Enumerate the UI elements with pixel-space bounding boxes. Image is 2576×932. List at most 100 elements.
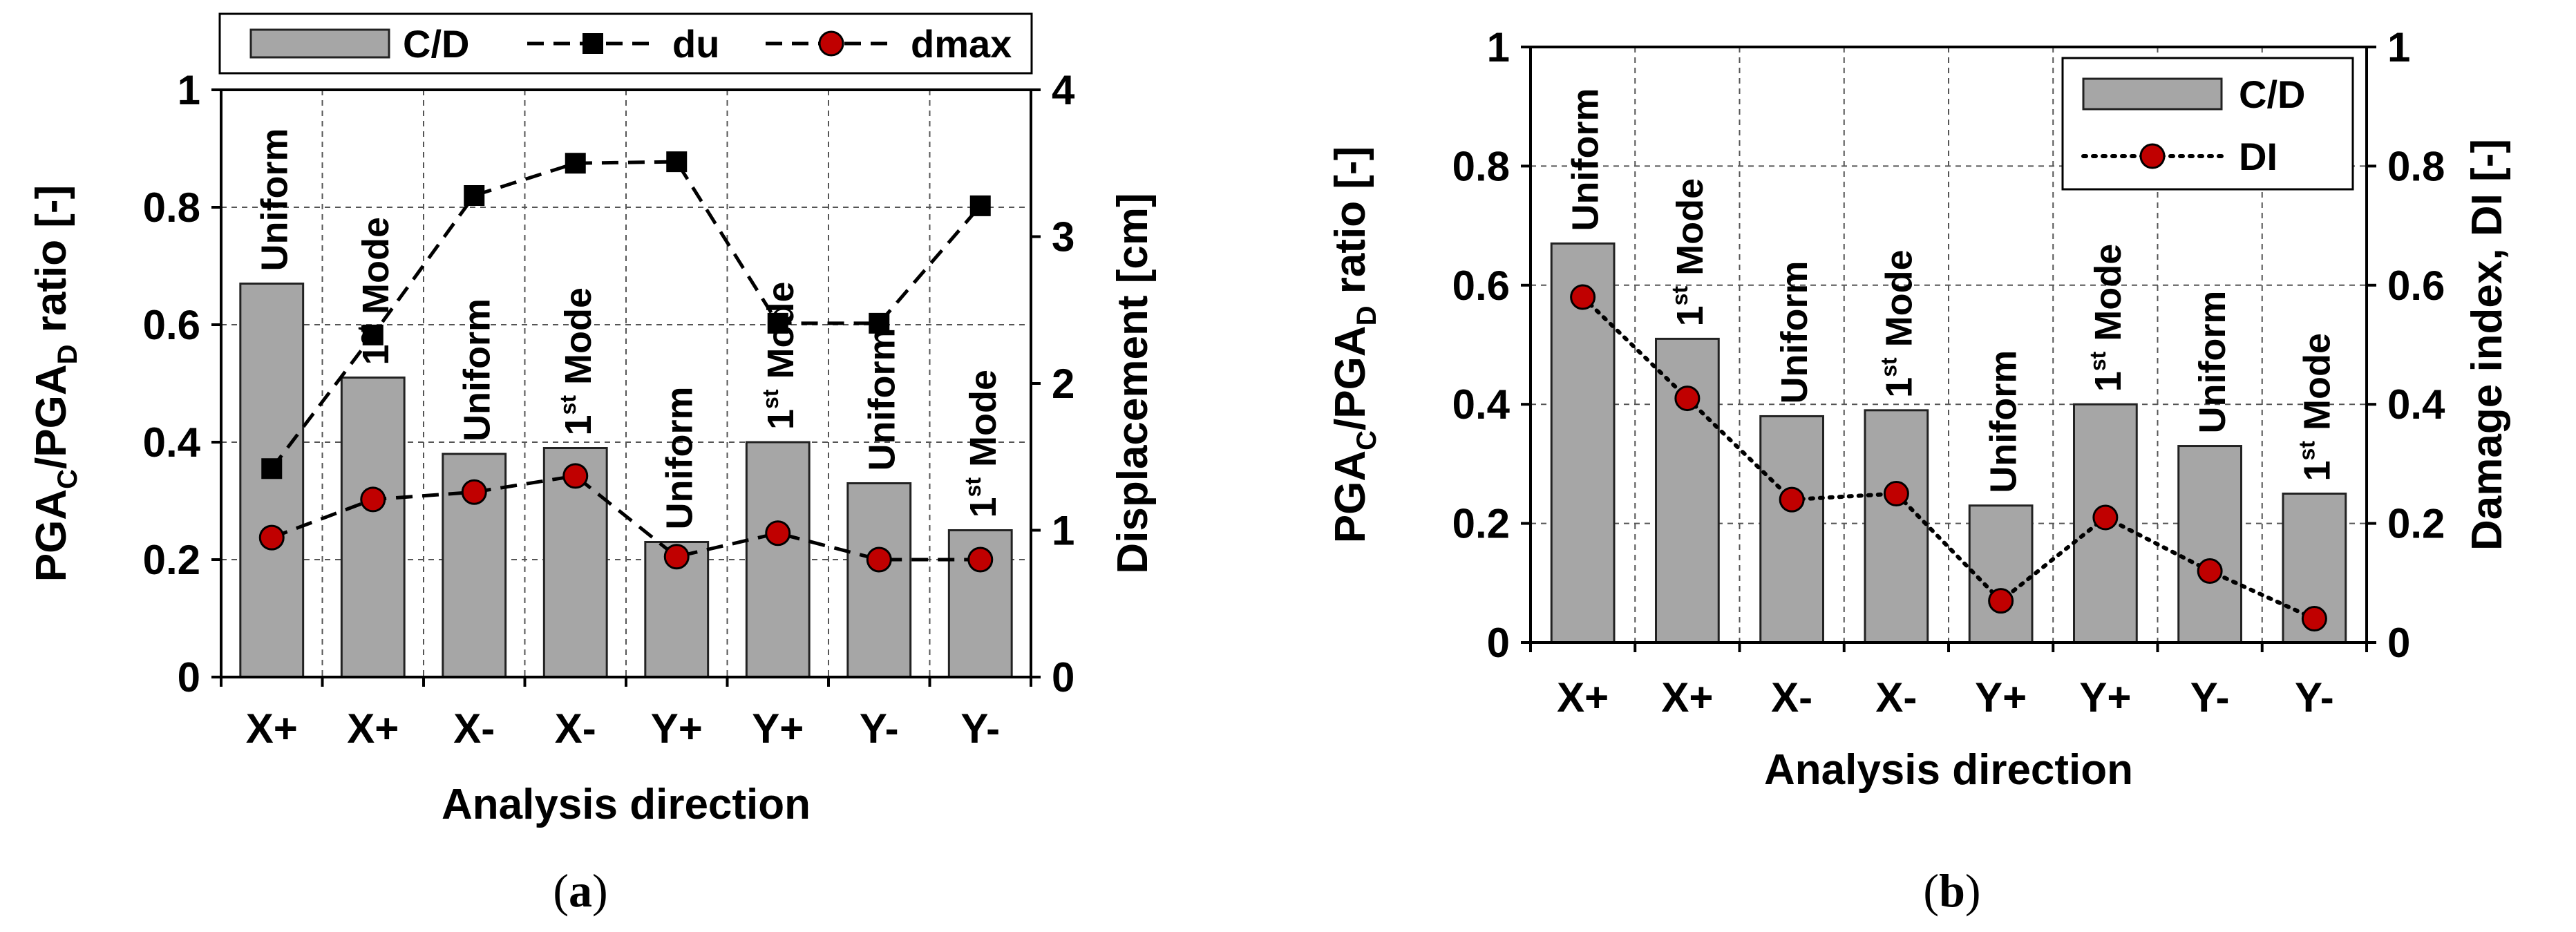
bar-cd <box>1864 409 1929 644</box>
chart-b: Uniform 1st Mode Uniform 1st Mode Uniform 1st… <box>1327 24 2511 917</box>
bar-cd <box>846 482 912 678</box>
marker-dmax <box>562 463 589 489</box>
y2-tick-label: 0.2 <box>2387 501 2445 547</box>
bar-cd <box>745 441 811 678</box>
y-axis-title: PGAC/PGAD ratio [-] <box>1327 146 1382 543</box>
bar-cd <box>340 377 406 678</box>
bar-label: 1st Mode <box>556 287 599 436</box>
bar-label: 1st Mode <box>2294 333 2338 482</box>
legend-marker <box>818 30 844 57</box>
legend-marker <box>2139 143 2166 169</box>
bar-label: Uniform <box>1565 88 1607 231</box>
legend-label: C/D <box>2239 73 2305 116</box>
y2-tick-label: 1 <box>2387 24 2410 70</box>
series-line-dmax <box>271 474 981 562</box>
x-tick-label: X- <box>555 705 596 752</box>
bar-label: Uniform <box>254 129 295 272</box>
y-tick-label: 1 <box>178 67 200 113</box>
bar-label: 1st Mode <box>353 217 397 365</box>
x-tick-label: X- <box>1875 674 1917 721</box>
y2-tick-label: 0.4 <box>2387 381 2445 428</box>
x-tick-label: Y+ <box>651 705 703 752</box>
marker-DI <box>1570 284 1596 310</box>
y-tick-label: 0 <box>1487 620 1510 666</box>
bar-label: Uniform <box>659 387 700 530</box>
marker-DI <box>2301 606 2327 632</box>
legend-label: DI <box>2239 135 2277 178</box>
marker-dmax <box>258 524 285 551</box>
legend: C/D du dmax <box>218 12 1033 75</box>
marker-DI <box>2197 558 2223 584</box>
x-axis-title: Analysis direction <box>1764 746 2133 794</box>
bar-label: Uniform <box>2192 291 2233 434</box>
marker-DI <box>1883 481 1909 506</box>
panel-caption: (a) <box>553 864 607 917</box>
y-tick-label: 0.6 <box>1452 263 1510 309</box>
bar-label: 1st Mode <box>960 370 1004 518</box>
bar-cd <box>1968 504 2034 644</box>
bar-label: Uniform <box>456 298 498 441</box>
y-tick-label: 0.6 <box>143 302 200 348</box>
chart-a: Uniform 1st Mode Uniform 1st Mode Uniform 1st… <box>28 12 1157 917</box>
marker-dmax <box>866 546 892 573</box>
y2-axis-title: Displacement [cm] <box>1109 193 1157 573</box>
y2-tick-label: 2 <box>1052 361 1074 407</box>
x-tick-label: X- <box>1771 674 1812 721</box>
x-tick-label: Y+ <box>752 705 804 752</box>
bar-cd <box>1655 337 1720 644</box>
marker-du <box>767 312 788 334</box>
bar-label: Uniform <box>1983 350 2025 493</box>
x-tick-label: Y- <box>960 705 1000 752</box>
marker-DI <box>2092 504 2119 531</box>
marker-dmax <box>461 479 487 505</box>
x-tick-label: X+ <box>1661 674 1713 721</box>
marker-du <box>261 458 283 479</box>
bar-label: 1st Mode <box>1876 249 1920 398</box>
bar-label: 1st Mode <box>2085 244 2129 392</box>
y-axis-title: PGAC/PGAD ratio [-] <box>28 185 83 582</box>
y2-tick-label: 0 <box>2387 620 2410 666</box>
marker-dmax <box>360 486 386 513</box>
legend-label: du <box>672 22 719 66</box>
x-tick-label: X+ <box>246 705 298 752</box>
marker-du <box>464 185 485 206</box>
marker-DI <box>1674 386 1701 412</box>
y2-tick-label: 0.8 <box>2387 143 2445 189</box>
series-line-DI <box>1580 295 2317 621</box>
panel-caption: (b) <box>1923 864 1980 917</box>
marker-DI <box>1988 588 2014 614</box>
legend-label: C/D <box>403 22 469 66</box>
legend: C/D DI <box>2061 57 2354 191</box>
x-tick-label: Y- <box>2295 674 2334 721</box>
x-tick-label: X+ <box>1557 674 1609 721</box>
marker-dmax <box>967 546 994 573</box>
y2-tick-label: 4 <box>1052 67 1075 113</box>
bar-cd <box>239 283 305 678</box>
marker-DI <box>1779 486 1805 513</box>
x-tick-label: X- <box>453 705 495 752</box>
x-tick-label: Y- <box>860 705 899 752</box>
bar-cd <box>1759 415 1824 644</box>
y-tick-label: 0.4 <box>1452 381 1510 428</box>
marker-dmax <box>663 544 690 570</box>
y2-tick-label: 0 <box>1052 654 1074 701</box>
y-tick-label: 0.8 <box>1452 143 1510 189</box>
marker-du <box>565 153 586 174</box>
marker-dmax <box>765 520 791 546</box>
y-tick-label: 0.4 <box>143 419 201 466</box>
bar-label: 1st Mode <box>758 282 802 430</box>
marker-du <box>869 312 890 334</box>
marker-du <box>969 195 991 216</box>
bar-cd <box>2177 445 2242 644</box>
y-tick-label: 0.8 <box>143 184 200 231</box>
y-tick-label: 1 <box>1487 24 1510 70</box>
marker-du <box>666 151 688 173</box>
x-axis-title: Analysis direction <box>442 781 811 828</box>
x-tick-label: Y- <box>2190 674 2230 721</box>
bar-label: Uniform <box>1774 260 1815 403</box>
marker-du <box>362 324 383 345</box>
y2-tick-label: 3 <box>1052 214 1074 260</box>
legend-swatch-bar <box>249 28 390 59</box>
